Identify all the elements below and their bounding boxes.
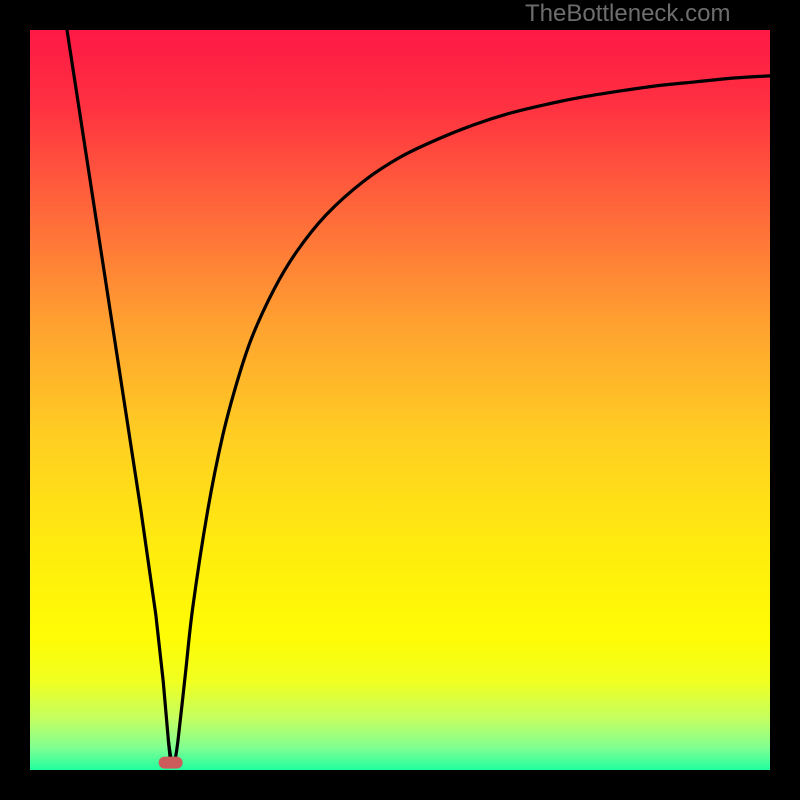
minimum-marker [159, 757, 183, 769]
chart-container: TheBottleneck.com [0, 0, 800, 800]
gradient-background [30, 30, 770, 770]
bottleneck-curve-chart [0, 0, 800, 800]
watermark-text: TheBottleneck.com [525, 0, 730, 28]
